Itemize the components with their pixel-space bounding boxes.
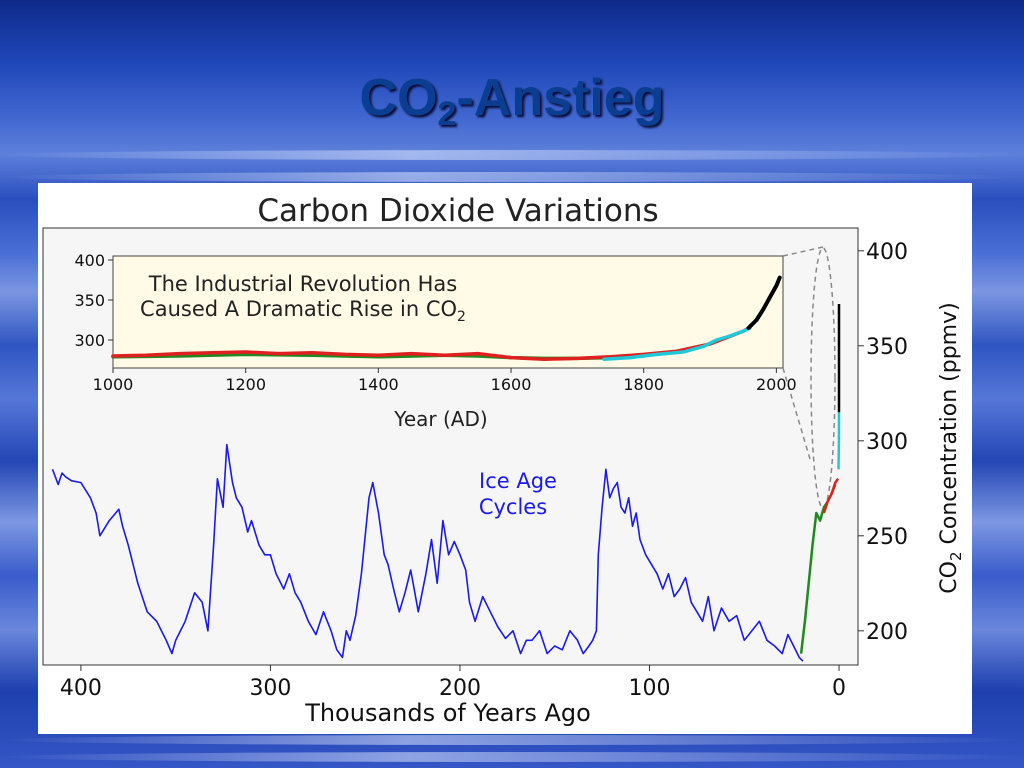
background-streak (0, 735, 1024, 745)
y-label-rest: Concentration (ppmv) (937, 302, 962, 551)
main-y-axis-label: CO2 Concentration (ppmv) (937, 302, 965, 593)
co2-chart: Carbon Dioxide Variations The Industrial… (42, 193, 965, 727)
inset-x-tick-label: 1800 (623, 375, 664, 394)
x-tick-label: 300 (249, 676, 291, 701)
background-streak (0, 752, 1024, 762)
background-streak (0, 172, 1024, 182)
y-tick-label: 400 (866, 240, 908, 265)
x-tick-label: 100 (629, 676, 671, 701)
main-x-axis-label: Thousands of Years Ago (304, 699, 591, 727)
title-rest: -Anstieg (456, 69, 665, 127)
inset-x-tick-label: 1400 (358, 375, 399, 394)
y-tick-label: 350 (866, 335, 908, 360)
figure-panel: Carbon Dioxide Variations The Industrial… (38, 183, 972, 734)
title-subscript: 2 (437, 95, 457, 133)
inset-x-axis-label: Year (AD) (393, 407, 487, 431)
title-main: CO (359, 69, 438, 127)
x-tick-label: 0 (832, 676, 846, 701)
inset-y-tick-label: 300 (74, 331, 105, 350)
y-label-sub: 2 (947, 551, 965, 561)
inset-series-line-black (746, 275, 782, 330)
inset-y-tick-label: 400 (74, 251, 105, 270)
series-line-cyan (837, 412, 841, 470)
inset-x-tick-label: 1200 (225, 375, 266, 394)
x-tick-label: 200 (439, 676, 481, 701)
y-tick-label: 200 (866, 620, 908, 645)
inset-series-line-cyan (602, 326, 752, 361)
inset-plot-frame (112, 255, 784, 369)
y-tick-label: 300 (866, 430, 908, 455)
chart-title: Carbon Dioxide Variations (257, 193, 658, 229)
zoom-connector-top (782, 246, 824, 460)
x-tick-label: 400 (60, 676, 102, 701)
y-tick-label: 250 (866, 525, 908, 550)
slide-title: CO2-Anstieg (0, 68, 1024, 134)
inset-annotation-line2: Caused A Dramatic Rise in CO2 (140, 297, 466, 325)
series-line-red (822, 478, 840, 514)
inset-x-tick-label: 2000 (756, 375, 797, 394)
inset-x-tick-label: 1000 (93, 375, 134, 394)
inset-annotation-line2-sub: 2 (457, 309, 466, 325)
inset-annotation-line2-main: Caused A Dramatic Rise in CO (140, 297, 457, 321)
zoom-ellipse (810, 247, 836, 509)
ice-age-annotation-line2: Cycles (479, 495, 547, 519)
background-streak (0, 150, 1024, 160)
inset-x-tick-label: 1600 (491, 375, 532, 394)
inset-annotation-line1: The Industrial Revolution Has (148, 272, 457, 296)
ice-age-annotation-line1: Ice Age (479, 469, 557, 493)
series-line-blue (51, 443, 804, 662)
inset-y-tick-label: 350 (74, 291, 105, 310)
y-label-main: CO (937, 561, 962, 594)
